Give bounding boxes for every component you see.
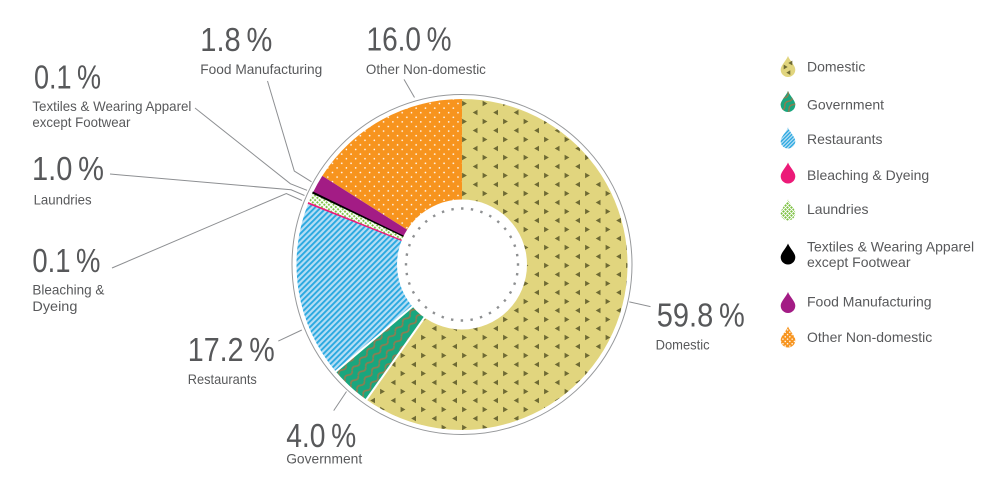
svg-text:Textiles & Wearing Apparel: Textiles & Wearing Apparel <box>32 98 191 114</box>
svg-text:Bleaching &: Bleaching & <box>32 282 105 298</box>
svg-text:59.8 %: 59.8 % <box>657 296 745 333</box>
svg-text:Restaurants: Restaurants <box>807 131 882 147</box>
svg-text:except Footwear: except Footwear <box>807 254 911 270</box>
svg-text:Other Non-domestic: Other Non-domestic <box>366 61 486 77</box>
svg-text:4.0 %: 4.0 % <box>286 417 356 454</box>
svg-text:Domestic: Domestic <box>807 59 865 75</box>
svg-text:16.0 %: 16.0 % <box>367 21 452 58</box>
svg-text:Domestic: Domestic <box>656 337 710 353</box>
svg-text:1.8 %: 1.8 % <box>200 21 272 58</box>
svg-text:17.2 %: 17.2 % <box>188 331 275 368</box>
svg-text:Textiles & Wearing Apparel: Textiles & Wearing Apparel <box>807 239 974 255</box>
svg-text:Laundries: Laundries <box>807 201 869 217</box>
svg-text:Government: Government <box>807 97 884 113</box>
svg-text:except Footwear: except Footwear <box>32 114 130 130</box>
svg-text:Dyeing: Dyeing <box>32 298 77 314</box>
svg-text:Government: Government <box>286 451 362 467</box>
svg-text:Laundries: Laundries <box>34 192 92 208</box>
svg-text:0.1 %: 0.1 % <box>34 59 101 96</box>
svg-text:Food Manufacturing: Food Manufacturing <box>807 293 932 309</box>
svg-text:Food Manufacturing: Food Manufacturing <box>200 61 322 77</box>
svg-text:0.1 %: 0.1 % <box>32 242 100 279</box>
svg-text:Bleaching & Dyeing: Bleaching & Dyeing <box>807 167 929 183</box>
svg-text:Other Non-domestic: Other Non-domestic <box>807 329 932 345</box>
svg-text:Restaurants: Restaurants <box>188 371 257 387</box>
svg-text:1.0 %: 1.0 % <box>32 150 104 187</box>
